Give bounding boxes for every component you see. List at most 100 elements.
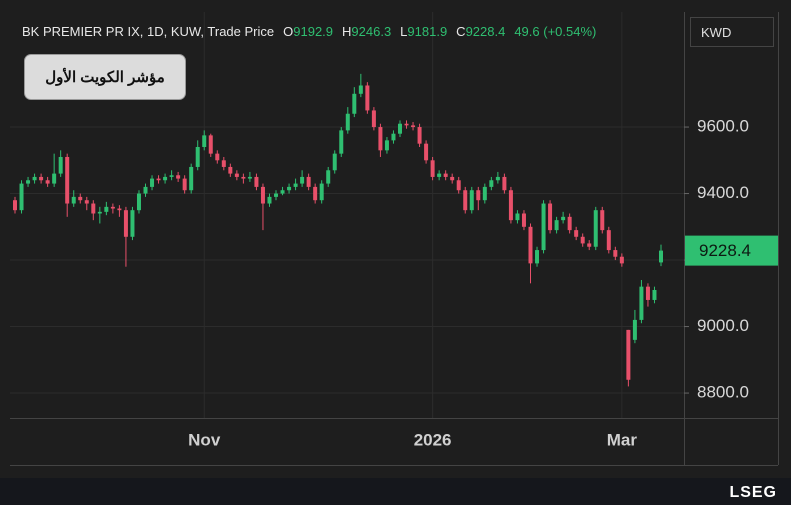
candle-body — [319, 183, 324, 201]
y-tick-label: 8800.0 — [697, 383, 749, 402]
candle-body — [476, 190, 481, 201]
candle-body — [391, 133, 396, 141]
candle-body — [358, 85, 363, 94]
ohlc-label: C — [456, 24, 466, 39]
candle-body — [156, 178, 161, 181]
x-tick-label: Nov — [188, 430, 221, 449]
x-tick-label: Mar — [607, 430, 638, 449]
candle-body — [404, 123, 409, 126]
ohlc-label: L — [400, 24, 408, 39]
candle-body — [587, 243, 592, 247]
candle-body — [659, 250, 663, 263]
candle-body — [632, 319, 637, 340]
candle-body — [84, 200, 89, 204]
candle-body — [541, 203, 546, 251]
header: BK PREMIER PR IX, 1D, KUW, Trade Price O… — [22, 24, 596, 39]
candle-body — [411, 125, 416, 128]
candle-body — [26, 180, 31, 184]
candle-body — [332, 153, 337, 171]
candle-body — [241, 176, 246, 179]
candle-body — [397, 123, 402, 134]
candle-body — [221, 160, 226, 167]
candle-body — [19, 183, 24, 211]
candle-body — [202, 135, 207, 148]
candle-body — [110, 206, 115, 209]
candle-body — [613, 250, 618, 257]
candle-body — [176, 175, 181, 179]
candle-body — [228, 166, 233, 174]
candle-body — [306, 176, 311, 187]
candle-body — [339, 130, 344, 154]
candle-body — [195, 147, 200, 167]
candle-body — [45, 180, 50, 184]
candle-body — [437, 173, 442, 177]
candle-body — [456, 180, 461, 191]
candle-body — [182, 178, 187, 191]
candle-body — [561, 216, 566, 221]
price-tag-label: 9228.4 — [699, 241, 751, 260]
price-tag — [685, 235, 778, 266]
candle-body — [567, 216, 572, 231]
candle-body — [215, 153, 220, 161]
candle-body — [32, 176, 37, 181]
candle-body — [260, 186, 265, 204]
ohlc-value: 9181.9 — [407, 24, 448, 39]
candle-body — [117, 208, 122, 211]
candle-body — [371, 110, 376, 128]
candle-body — [521, 213, 526, 227]
candle-body — [130, 210, 135, 237]
candle-body — [189, 166, 194, 191]
candle-body — [13, 200, 17, 211]
ohlc-label: H — [342, 24, 352, 39]
ohlc-label: O — [283, 24, 294, 39]
candle-body — [574, 230, 579, 237]
candle-body — [97, 211, 102, 214]
candle-body — [136, 193, 141, 211]
candle-body — [645, 286, 650, 300]
candle-body — [280, 190, 285, 194]
candle-body — [489, 180, 494, 187]
candle-body — [580, 236, 585, 244]
candle-body — [352, 93, 357, 114]
ohlc-value: 9192.9 — [293, 24, 334, 39]
candle-body — [39, 176, 44, 181]
candle-body — [424, 143, 429, 161]
candle-body — [163, 176, 168, 181]
candle-body — [378, 127, 383, 151]
candle-body — [430, 160, 435, 177]
candle-body — [345, 113, 350, 131]
candle-body — [293, 183, 298, 187]
candle-body — [143, 186, 148, 194]
candle-body — [287, 186, 292, 191]
candle-body — [71, 196, 76, 204]
candle-body — [123, 210, 128, 237]
candle-body — [463, 190, 468, 211]
candle-body — [619, 256, 624, 264]
candle-body — [274, 193, 279, 197]
candle-body — [548, 203, 553, 231]
candle-body — [502, 176, 507, 191]
candle-body — [508, 190, 513, 221]
candle-body — [234, 173, 239, 177]
candle-body — [326, 170, 331, 184]
candle-body — [417, 127, 422, 144]
instrument-label: مؤشر الكويت الأول — [24, 54, 186, 100]
candle-body — [150, 178, 155, 187]
candle-body — [254, 176, 259, 187]
candle-body — [535, 250, 540, 264]
x-tick-label: 2026 — [414, 430, 452, 449]
change: 49.6 (+0.54%) — [514, 24, 597, 39]
currency[interactable]: KWD — [690, 17, 774, 47]
candle-body — [169, 175, 174, 177]
candle-body — [593, 210, 598, 247]
candle-body — [78, 196, 83, 201]
candle-body — [52, 173, 57, 184]
candle-body — [469, 190, 474, 211]
ohlc-value: 9246.3 — [351, 24, 392, 39]
footer — [0, 478, 791, 505]
candle-body — [104, 206, 109, 212]
candle-body — [515, 213, 520, 221]
candle-body — [495, 176, 500, 181]
candle-body — [91, 203, 96, 214]
